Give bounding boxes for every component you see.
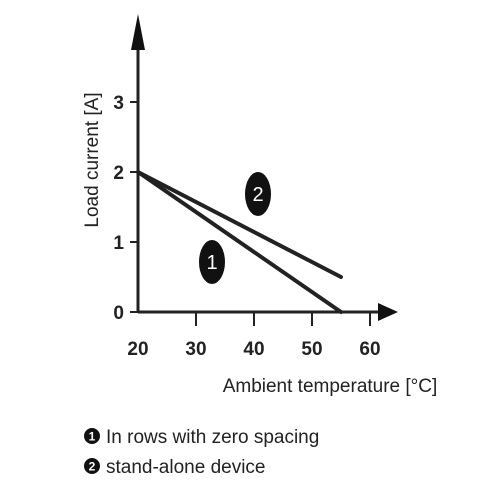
series-markers: 12 <box>199 172 271 284</box>
legend-entry-text: In rows with zero spacing <box>106 427 319 448</box>
series-marker-1-icon <box>199 240 225 284</box>
x-tick-label: 20 <box>127 339 148 360</box>
y-tick-label: 2 <box>113 163 124 184</box>
series-lines <box>136 170 343 314</box>
legend-marker-number: 1 <box>89 430 96 444</box>
y-tick-label: 1 <box>113 233 124 254</box>
y-axis-label: Load current [A] <box>82 92 103 227</box>
series-marker-label: 1 <box>206 252 217 274</box>
series-line-1 <box>136 170 343 314</box>
x-tick-label: 40 <box>243 339 264 360</box>
series-marker-2-icon <box>245 172 271 216</box>
y-tick-label: 3 <box>113 93 124 114</box>
legend-marker-2-icon <box>84 458 100 474</box>
legend-marker-number: 2 <box>89 460 96 474</box>
axes <box>130 14 398 326</box>
legend: 1 In rows with zero spacing 2 stand-alone d… <box>84 427 319 478</box>
x-axis-label: Ambient temperature [°C] <box>223 376 438 397</box>
y-axis-arrow-icon <box>131 14 145 50</box>
legend-entry-text: stand-alone device <box>106 457 266 478</box>
series-marker-label: 2 <box>252 184 263 206</box>
series-line-2 <box>136 170 343 279</box>
x-tick-label: 30 <box>185 339 206 360</box>
x-tick-label: 50 <box>301 339 322 360</box>
x-axis-arrow-icon <box>378 303 398 321</box>
legend-marker-1-icon <box>84 428 100 444</box>
x-tick-label: 60 <box>359 339 380 360</box>
y-tick-label: 0 <box>113 303 124 324</box>
